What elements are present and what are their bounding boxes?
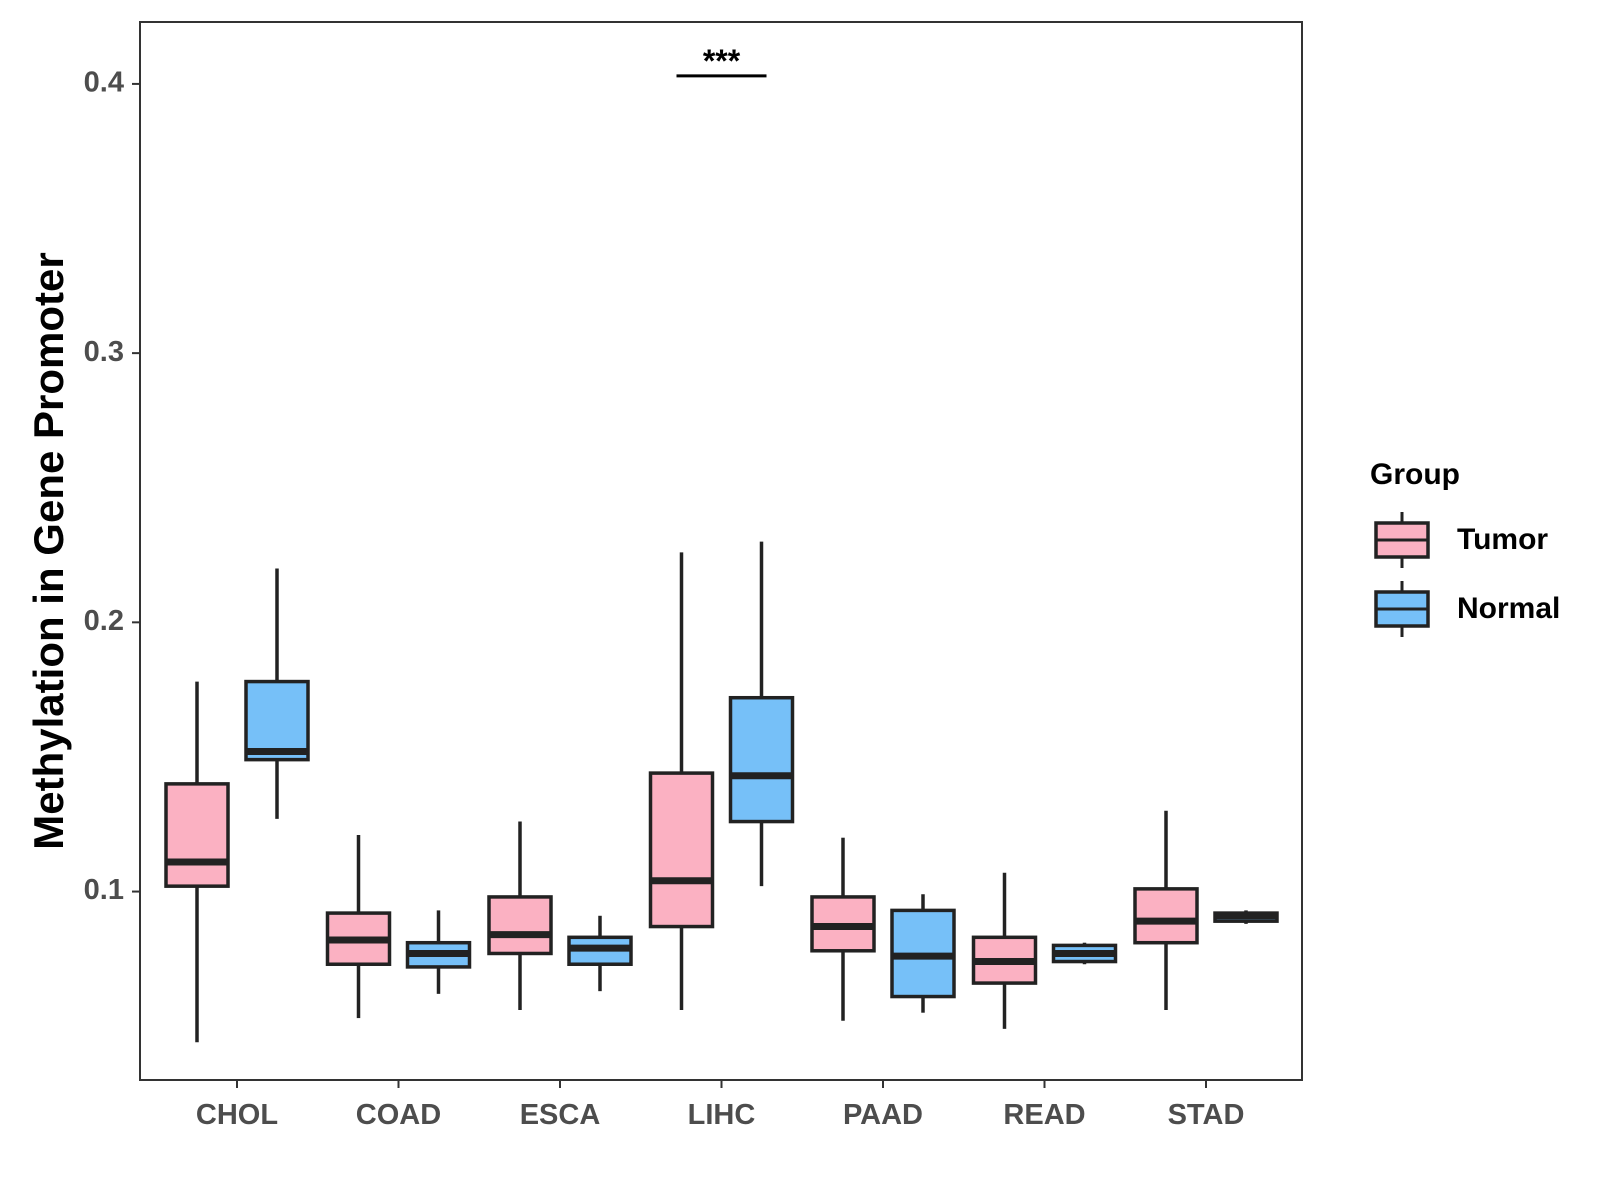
annotation-layer: *** [676,43,767,79]
box-tumor-esca [487,821,553,1011]
plot-panel [139,21,1303,1081]
y-axis-title: Methylation in Gene Promoter [25,252,72,849]
box-normal-chol [244,568,310,819]
legend-label: Tumor [1457,523,1548,556]
boxes-layer [164,541,1279,1043]
box-normal-stad [1213,910,1279,924]
legend: Group Tumor Normal [1370,458,1560,637]
box-iqr [728,695,795,824]
box-iqr [244,679,310,762]
box-tumor-lihc [648,552,715,1011]
box-tumor-stad [1133,810,1199,1011]
y-axis: 0.1 0.2 0.3 0.4 [84,67,140,906]
y-tick-label: 0.3 [84,336,124,368]
box-normal-paad [890,894,956,1013]
y-tick-label: 0.2 [84,605,124,637]
x-tick-label: PAAD [843,1099,923,1131]
x-tick-label: READ [1003,1099,1085,1131]
box-normal-coad [405,910,472,994]
x-tick-label: CHOL [196,1099,278,1131]
box-iqr [487,895,553,956]
x-axis: CHOL COAD ESCA LIHC PAAD READ STAD [196,1080,1244,1131]
box-iqr [648,771,715,929]
box-iqr [164,782,230,888]
legend-entries: Tumor Normal [1374,512,1560,637]
legend-title: Group [1370,458,1460,491]
legend-entry-tumor: Tumor [1374,512,1548,568]
legend-entry-normal: Normal [1374,581,1560,637]
box-normal-read [1051,942,1118,965]
y-tick-label: 0.4 [84,67,124,99]
box-normal-esca [567,915,633,992]
box-tumor-read [971,872,1038,1029]
box-iqr [1133,887,1199,945]
box-tumor-chol [164,681,230,1043]
x-tick-label: COAD [356,1099,441,1131]
significance-label: *** [703,43,741,79]
x-tick-label: ESCA [520,1099,601,1131]
box-normal-lihc [728,541,795,887]
y-tick-label: 0.1 [84,874,124,906]
legend-label: Normal [1457,592,1560,625]
box-tumor-coad [325,835,392,1019]
box-tumor-paad [810,837,876,1021]
x-tick-label: LIHC [688,1099,756,1131]
x-tick-label: STAD [1168,1099,1245,1131]
